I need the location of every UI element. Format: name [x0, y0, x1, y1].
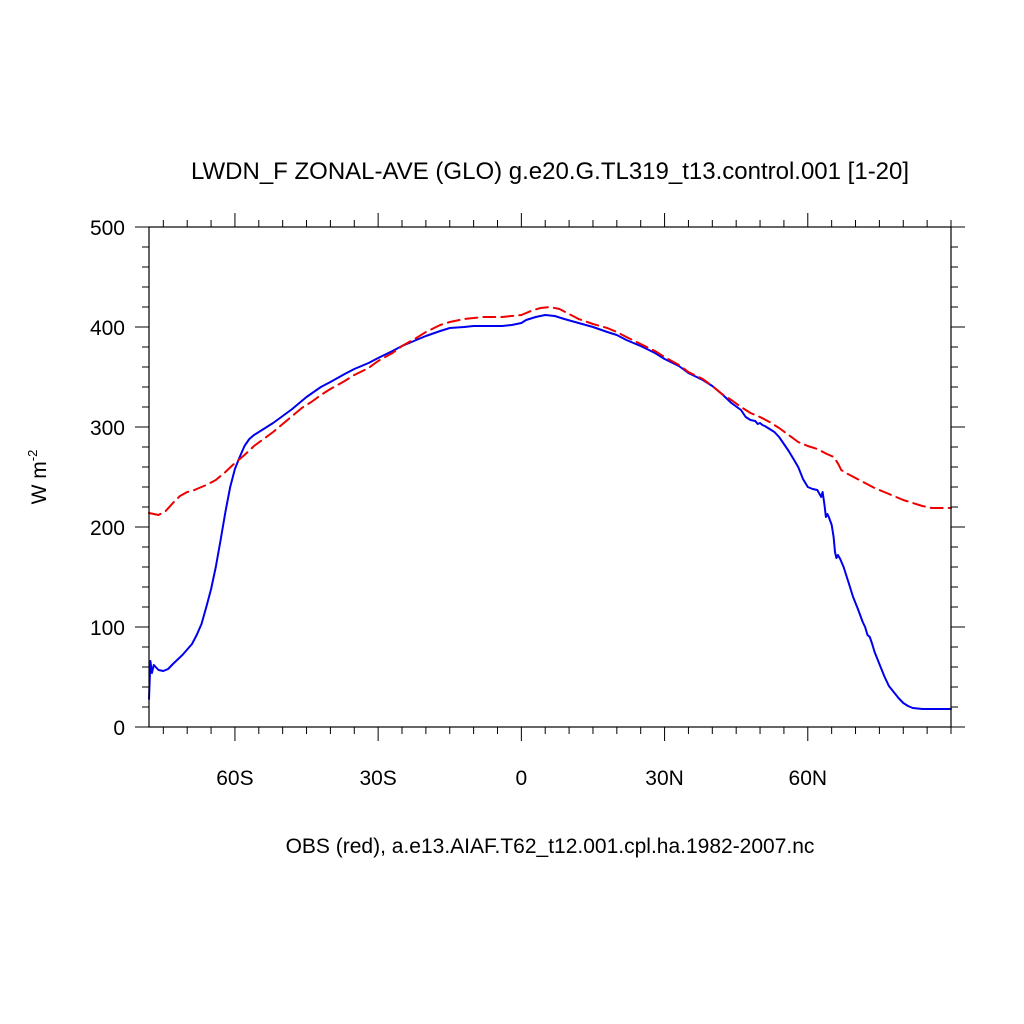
- y-tick-label: 100: [90, 617, 125, 640]
- x-tick-label: 30S: [359, 767, 396, 790]
- x-tick-label: 30N: [645, 767, 684, 790]
- chart-caption: OBS (red), a.e13.AIAF.T62_t12.001.cpl.ha…: [285, 835, 815, 858]
- chart-title: LWDN_F ZONAL-AVE (GLO) g.e20.G.TL319_t13…: [190, 158, 910, 185]
- y-axis-exponent: -2: [25, 450, 40, 462]
- y-tick-label: 300: [90, 417, 125, 440]
- plot-frame: [148, 226, 952, 728]
- y-tick-label: 200: [90, 517, 125, 540]
- x-tick-label: 0: [516, 767, 528, 790]
- y-axis-unit: W m: [28, 461, 51, 504]
- series-line-red-dashed: [148, 306, 952, 516]
- y-tick-label: 400: [90, 317, 125, 340]
- x-tick-label: 60N: [789, 767, 828, 790]
- y-tick-label: 0: [113, 717, 125, 740]
- x-tick-label: 60S: [216, 767, 253, 790]
- series-line-blue: [148, 314, 952, 710]
- y-axis-title: W m-2: [25, 450, 51, 505]
- y-tick-label: 500: [90, 217, 125, 240]
